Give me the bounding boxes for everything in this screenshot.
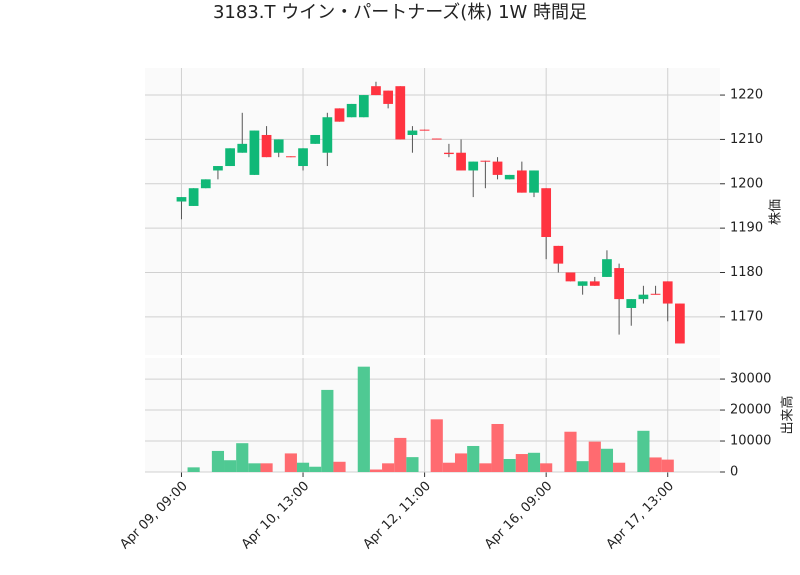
volume-bar: [382, 463, 395, 472]
volume-bar: [296, 462, 310, 472]
volume-bar: [564, 431, 577, 472]
y-tick-label: 1200: [730, 176, 763, 191]
candle-body: [626, 299, 637, 308]
candle-body: [577, 281, 588, 286]
volume-bar: [369, 469, 383, 472]
x-tick-label: Apr 09, 09:00: [117, 479, 190, 552]
volume-bar: [224, 460, 237, 472]
volume-bar: [515, 454, 528, 472]
volume-bar: [430, 419, 443, 472]
volume-bar: [454, 453, 468, 472]
candle-body: [444, 152, 454, 155]
candle-body: [638, 294, 649, 300]
candle-body: [200, 179, 211, 189]
candle-body: [261, 134, 272, 158]
candle-body: [504, 174, 515, 180]
candle-body: [650, 293, 661, 295]
volume-bar: [588, 441, 601, 472]
candle-body: [310, 134, 321, 144]
volume-bar: [467, 445, 480, 472]
y-tick-label: 1190: [730, 221, 763, 236]
candle-body: [468, 161, 479, 171]
x-tick-label: Apr 17, 13:00: [604, 479, 677, 552]
candle-body: [529, 170, 539, 193]
candle-body: [553, 245, 564, 264]
candle-body: [565, 272, 576, 282]
candle-body: [431, 138, 442, 140]
candle-body: [383, 90, 393, 104]
price-panel: [145, 68, 720, 355]
candle-body: [322, 117, 333, 153]
volume-bar: [284, 453, 297, 472]
candle-body: [589, 281, 600, 286]
candle-body: [371, 86, 381, 96]
volume-bar: [600, 448, 614, 472]
volume-bar: [309, 466, 322, 472]
volume-bar: [613, 462, 626, 472]
candle-body: [516, 170, 527, 193]
volume-tick-label: 20000: [730, 403, 771, 418]
candle-body: [602, 259, 612, 277]
candle-body: [286, 156, 296, 158]
candle-body: [273, 139, 284, 153]
volume-bar: [248, 463, 261, 472]
volume-bar: [491, 423, 504, 472]
candle-body: [213, 166, 223, 171]
x-tick-label: Apr 12, 11:00: [360, 479, 433, 552]
volume-bar: [661, 459, 674, 472]
candle-body: [395, 86, 406, 140]
volume-tick-label: 10000: [730, 434, 771, 449]
x-tick-label: Apr 16, 09:00: [482, 479, 555, 552]
candle-body: [334, 108, 345, 122]
volume-bar: [637, 430, 650, 472]
volume-bar: [540, 463, 553, 472]
candle-body: [298, 148, 308, 167]
candle-body: [675, 303, 685, 344]
candle-body: [456, 152, 466, 171]
chart-title: 3183.T ウイン・パートナーズ(株) 1W 時間足: [213, 2, 587, 23]
volume-bar: [211, 450, 225, 472]
volume-tick-label: 0: [730, 465, 738, 480]
candle-body: [407, 130, 418, 135]
volume-bar: [357, 366, 370, 472]
y-tick-label: 1220: [730, 88, 763, 103]
candle-body: [225, 148, 235, 167]
candle-body: [188, 188, 199, 206]
candle-body: [346, 103, 357, 118]
volume-bar: [187, 467, 200, 472]
volume-bar: [503, 458, 516, 472]
candle-body: [492, 161, 503, 175]
volume-bar: [527, 452, 541, 472]
candle-body: [614, 268, 624, 300]
price-axis-label: 株価: [769, 199, 784, 225]
volume-bar: [649, 457, 662, 472]
y-tick-label: 1180: [730, 265, 763, 280]
volume-bar: [442, 462, 455, 472]
volume-bar: [479, 463, 492, 472]
candle-body: [662, 281, 673, 304]
candle-body: [480, 160, 491, 162]
volume-bar: [333, 461, 346, 472]
volume-bar: [321, 389, 334, 472]
x-tick-label: Apr 10, 13:00: [239, 479, 312, 552]
candle-body: [237, 143, 248, 153]
volume-tick-label: 30000: [730, 372, 771, 387]
candle-body: [419, 129, 430, 131]
volume-axis-label: 出来高: [780, 395, 796, 434]
candle-body: [176, 197, 187, 202]
candle-body: [541, 188, 552, 238]
y-tick-label: 1170: [730, 309, 763, 324]
volume-bar: [394, 437, 407, 472]
volume-bar: [236, 443, 249, 472]
volume-bar: [406, 457, 419, 472]
volume-bar: [576, 461, 589, 472]
volume-bar: [260, 463, 273, 472]
candle-body: [358, 95, 369, 118]
candle-body: [249, 130, 260, 175]
y-tick-label: 1210: [730, 132, 763, 147]
